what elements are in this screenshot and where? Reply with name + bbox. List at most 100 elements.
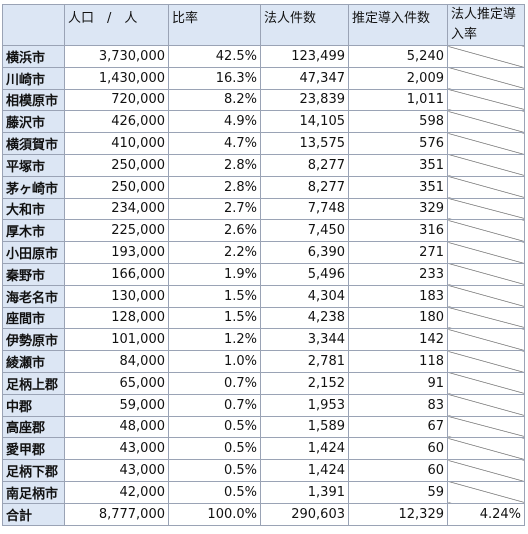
empty-slashed-cell[interactable] [447, 306, 525, 330]
ratio-cell[interactable]: 4.7% [168, 132, 261, 155]
city-cell[interactable]: 高座郡 [2, 415, 65, 439]
ratio-cell[interactable]: 0.5% [168, 459, 261, 482]
city-cell[interactable]: 足柄下郡 [2, 459, 65, 482]
ratio-cell[interactable]: 16.3% [168, 66, 261, 90]
corporations-cell[interactable]: 6,390 [260, 241, 349, 264]
estimated-adoptions-cell[interactable]: 1,011 [348, 88, 448, 112]
city-cell[interactable]: 伊勢原市 [2, 328, 65, 352]
empty-slashed-cell[interactable] [447, 110, 525, 134]
total-ratio-cell[interactable]: 100.0% [168, 502, 261, 526]
corporations-cell[interactable]: 14,105 [260, 110, 349, 134]
population-cell[interactable]: 42,000 [64, 480, 169, 504]
city-cell[interactable]: 相模原市 [2, 88, 65, 112]
ratio-cell[interactable]: 4.9% [168, 110, 261, 134]
estimated-adoptions-cell[interactable]: 271 [348, 241, 448, 264]
estimated-adoptions-cell[interactable]: 351 [348, 153, 448, 177]
population-cell[interactable]: 43,000 [64, 459, 169, 482]
corporations-cell[interactable]: 1,424 [260, 459, 349, 482]
city-cell[interactable]: 海老名市 [2, 284, 65, 308]
header-cell-ratio[interactable]: 比率 [168, 4, 261, 46]
population-cell[interactable]: 130,000 [64, 284, 169, 308]
header-cell-population[interactable]: 人口 / 人 [64, 4, 169, 46]
population-cell[interactable]: 1,430,000 [64, 66, 169, 90]
ratio-cell[interactable]: 2.6% [168, 219, 261, 243]
empty-slashed-cell[interactable] [447, 88, 525, 112]
ratio-cell[interactable]: 2.8% [168, 175, 261, 199]
estimated-adoptions-cell[interactable]: 60 [348, 459, 448, 482]
city-cell[interactable]: 中郡 [2, 393, 65, 417]
corporations-cell[interactable]: 8,277 [260, 153, 349, 177]
population-cell[interactable]: 3,730,000 [64, 45, 169, 68]
city-cell[interactable]: 愛甲郡 [2, 437, 65, 461]
empty-slashed-cell[interactable] [447, 175, 525, 199]
empty-slashed-cell[interactable] [447, 241, 525, 264]
estimated-adoptions-cell[interactable]: 316 [348, 219, 448, 243]
population-cell[interactable]: 193,000 [64, 241, 169, 264]
population-cell[interactable]: 59,000 [64, 393, 169, 417]
city-cell[interactable]: 小田原市 [2, 241, 65, 264]
corporations-cell[interactable]: 2,152 [260, 371, 349, 395]
empty-slashed-cell[interactable] [447, 132, 525, 155]
ratio-cell[interactable]: 8.2% [168, 88, 261, 112]
estimated-adoptions-cell[interactable]: 60 [348, 437, 448, 461]
population-cell[interactable]: 65,000 [64, 371, 169, 395]
estimated-adoptions-cell[interactable]: 142 [348, 328, 448, 352]
ratio-cell[interactable]: 42.5% [168, 45, 261, 68]
city-cell[interactable]: 茅ヶ崎市 [2, 175, 65, 199]
city-cell[interactable]: 川崎市 [2, 66, 65, 90]
population-cell[interactable]: 250,000 [64, 153, 169, 177]
corporations-cell[interactable]: 5,496 [260, 262, 349, 286]
empty-slashed-cell[interactable] [447, 371, 525, 395]
corporations-cell[interactable]: 47,347 [260, 66, 349, 90]
city-cell[interactable]: 足柄上郡 [2, 371, 65, 395]
empty-slashed-cell[interactable] [447, 153, 525, 177]
ratio-cell[interactable]: 0.7% [168, 371, 261, 395]
city-cell[interactable]: 藤沢市 [2, 110, 65, 134]
empty-slashed-cell[interactable] [447, 415, 525, 439]
empty-slashed-cell[interactable] [447, 459, 525, 482]
total-adoption-rate-cell[interactable]: 4.24% [447, 502, 525, 526]
header-cell-city[interactable] [2, 4, 65, 46]
estimated-adoptions-cell[interactable]: 67 [348, 415, 448, 439]
corporations-cell[interactable]: 13,575 [260, 132, 349, 155]
corporations-cell[interactable]: 1,424 [260, 437, 349, 461]
corporations-cell[interactable]: 1,391 [260, 480, 349, 504]
city-cell[interactable]: 南足柄市 [2, 480, 65, 504]
corporations-cell[interactable]: 1,589 [260, 415, 349, 439]
estimated-adoptions-cell[interactable]: 180 [348, 306, 448, 330]
population-cell[interactable]: 101,000 [64, 328, 169, 352]
estimated-adoptions-cell[interactable]: 83 [348, 393, 448, 417]
estimated-adoptions-cell[interactable]: 59 [348, 480, 448, 504]
city-cell[interactable]: 厚木市 [2, 219, 65, 243]
city-cell[interactable]: 横須賀市 [2, 132, 65, 155]
total-label-cell[interactable]: 合計 [2, 502, 65, 526]
estimated-adoptions-cell[interactable]: 329 [348, 197, 448, 221]
population-cell[interactable]: 84,000 [64, 350, 169, 373]
ratio-cell[interactable]: 0.5% [168, 415, 261, 439]
population-cell[interactable]: 225,000 [64, 219, 169, 243]
city-cell[interactable]: 横浜市 [2, 45, 65, 68]
ratio-cell[interactable]: 1.0% [168, 350, 261, 373]
population-cell[interactable]: 720,000 [64, 88, 169, 112]
ratio-cell[interactable]: 2.8% [168, 153, 261, 177]
city-cell[interactable]: 平塚市 [2, 153, 65, 177]
estimated-adoptions-cell[interactable]: 91 [348, 371, 448, 395]
city-cell[interactable]: 綾瀬市 [2, 350, 65, 373]
empty-slashed-cell[interactable] [447, 393, 525, 417]
ratio-cell[interactable]: 0.5% [168, 437, 261, 461]
ratio-cell[interactable]: 2.7% [168, 197, 261, 221]
estimated-adoptions-cell[interactable]: 118 [348, 350, 448, 373]
empty-slashed-cell[interactable] [447, 284, 525, 308]
corporations-cell[interactable]: 4,304 [260, 284, 349, 308]
header-cell-estimated-adoptions[interactable]: 推定導入件数 [348, 4, 448, 46]
estimated-adoptions-cell[interactable]: 183 [348, 284, 448, 308]
total-corporations-cell[interactable]: 290,603 [260, 502, 349, 526]
corporations-cell[interactable]: 7,450 [260, 219, 349, 243]
ratio-cell[interactable]: 1.5% [168, 306, 261, 330]
ratio-cell[interactable]: 1.2% [168, 328, 261, 352]
population-cell[interactable]: 43,000 [64, 437, 169, 461]
population-cell[interactable]: 48,000 [64, 415, 169, 439]
corporations-cell[interactable]: 7,748 [260, 197, 349, 221]
empty-slashed-cell[interactable] [447, 45, 525, 68]
empty-slashed-cell[interactable] [447, 437, 525, 461]
